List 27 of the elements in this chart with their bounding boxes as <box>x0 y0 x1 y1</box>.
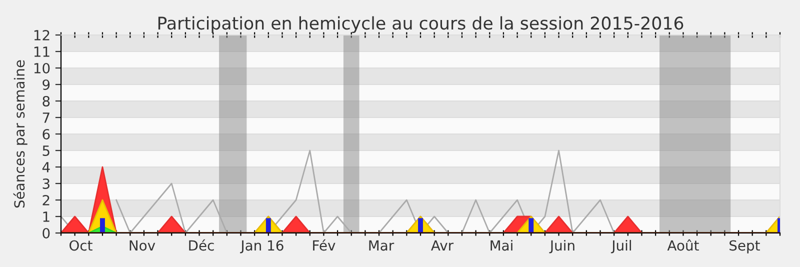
x-tick-label: Sept <box>730 240 760 254</box>
x-tick-label: Août <box>667 239 699 251</box>
x-tick-label: Oct <box>70 240 92 251</box>
y-tick-label: 0 <box>42 228 50 238</box>
y-tick-label: 12 <box>34 30 50 40</box>
y-tick-label: 6 <box>42 128 50 140</box>
x-tick-label: Nov <box>130 240 156 251</box>
x-tick-label: Jan 16 <box>240 240 284 254</box>
x-tick-label: Avr <box>431 240 454 250</box>
y-tick-label: 3 <box>42 178 50 189</box>
y-tick-label: 10 <box>34 62 50 74</box>
chart-title: Participation en hemicycle au cours de la session 2015-2016 <box>158 16 684 34</box>
y-tick-label: 5 <box>42 146 50 156</box>
x-tick-label: Fév <box>313 239 336 251</box>
y-tick-label: 4 <box>42 162 50 172</box>
y-tick-label: 2 <box>42 194 50 206</box>
y-tick-label: 7 <box>42 112 50 123</box>
x-tick-label: Mar <box>369 240 394 251</box>
x-tick-label: Déc <box>189 239 214 251</box>
x-tick-label: Juil <box>610 240 631 254</box>
y-tick-label: 1 <box>43 212 50 222</box>
y-tick-label: 9 <box>42 79 50 90</box>
x-tick-label: Mai <box>490 240 512 251</box>
y-tick-label: 8 <box>42 96 50 106</box>
y-tick-label: 11 <box>34 46 50 57</box>
x-tick-label: Juin <box>549 240 574 254</box>
y-axis-title: Séances par semaine <box>13 60 28 208</box>
